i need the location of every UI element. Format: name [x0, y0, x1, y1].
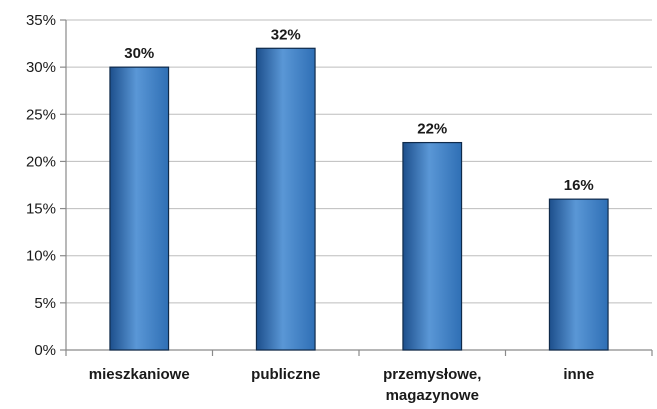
- labels: 0% 5% 10% 15% 20% 25% 30% 35% 30% mieszkaniowe 32%…: [26, 12, 594, 404]
- category-label: magazynowe: [386, 387, 479, 404]
- data-label: 16%: [564, 177, 594, 194]
- y-tick-label: 35%: [26, 12, 56, 29]
- y-tick-label: 25%: [26, 106, 56, 123]
- category-label: mieszkaniowe: [89, 366, 190, 383]
- bar-2: [402, 141, 463, 351]
- data-label: 32%: [271, 26, 301, 43]
- category-label: publiczne: [251, 366, 320, 383]
- bar-1: [255, 47, 316, 351]
- y-tick-label: 15%: [26, 201, 56, 218]
- y-tick-label: 5%: [34, 295, 56, 312]
- bar-0: [109, 66, 170, 351]
- y-tick-label: 10%: [26, 248, 56, 265]
- y-tick-label: 0%: [34, 342, 56, 359]
- bar-3: [548, 198, 609, 351]
- category-label: przemysłowe,: [383, 366, 481, 383]
- bars: [109, 47, 609, 351]
- data-label: 30%: [124, 45, 154, 62]
- y-tick-label: 30%: [26, 59, 56, 76]
- data-label: 22%: [417, 121, 447, 138]
- category-label: inne: [563, 366, 594, 383]
- y-tick-label: 20%: [26, 153, 56, 170]
